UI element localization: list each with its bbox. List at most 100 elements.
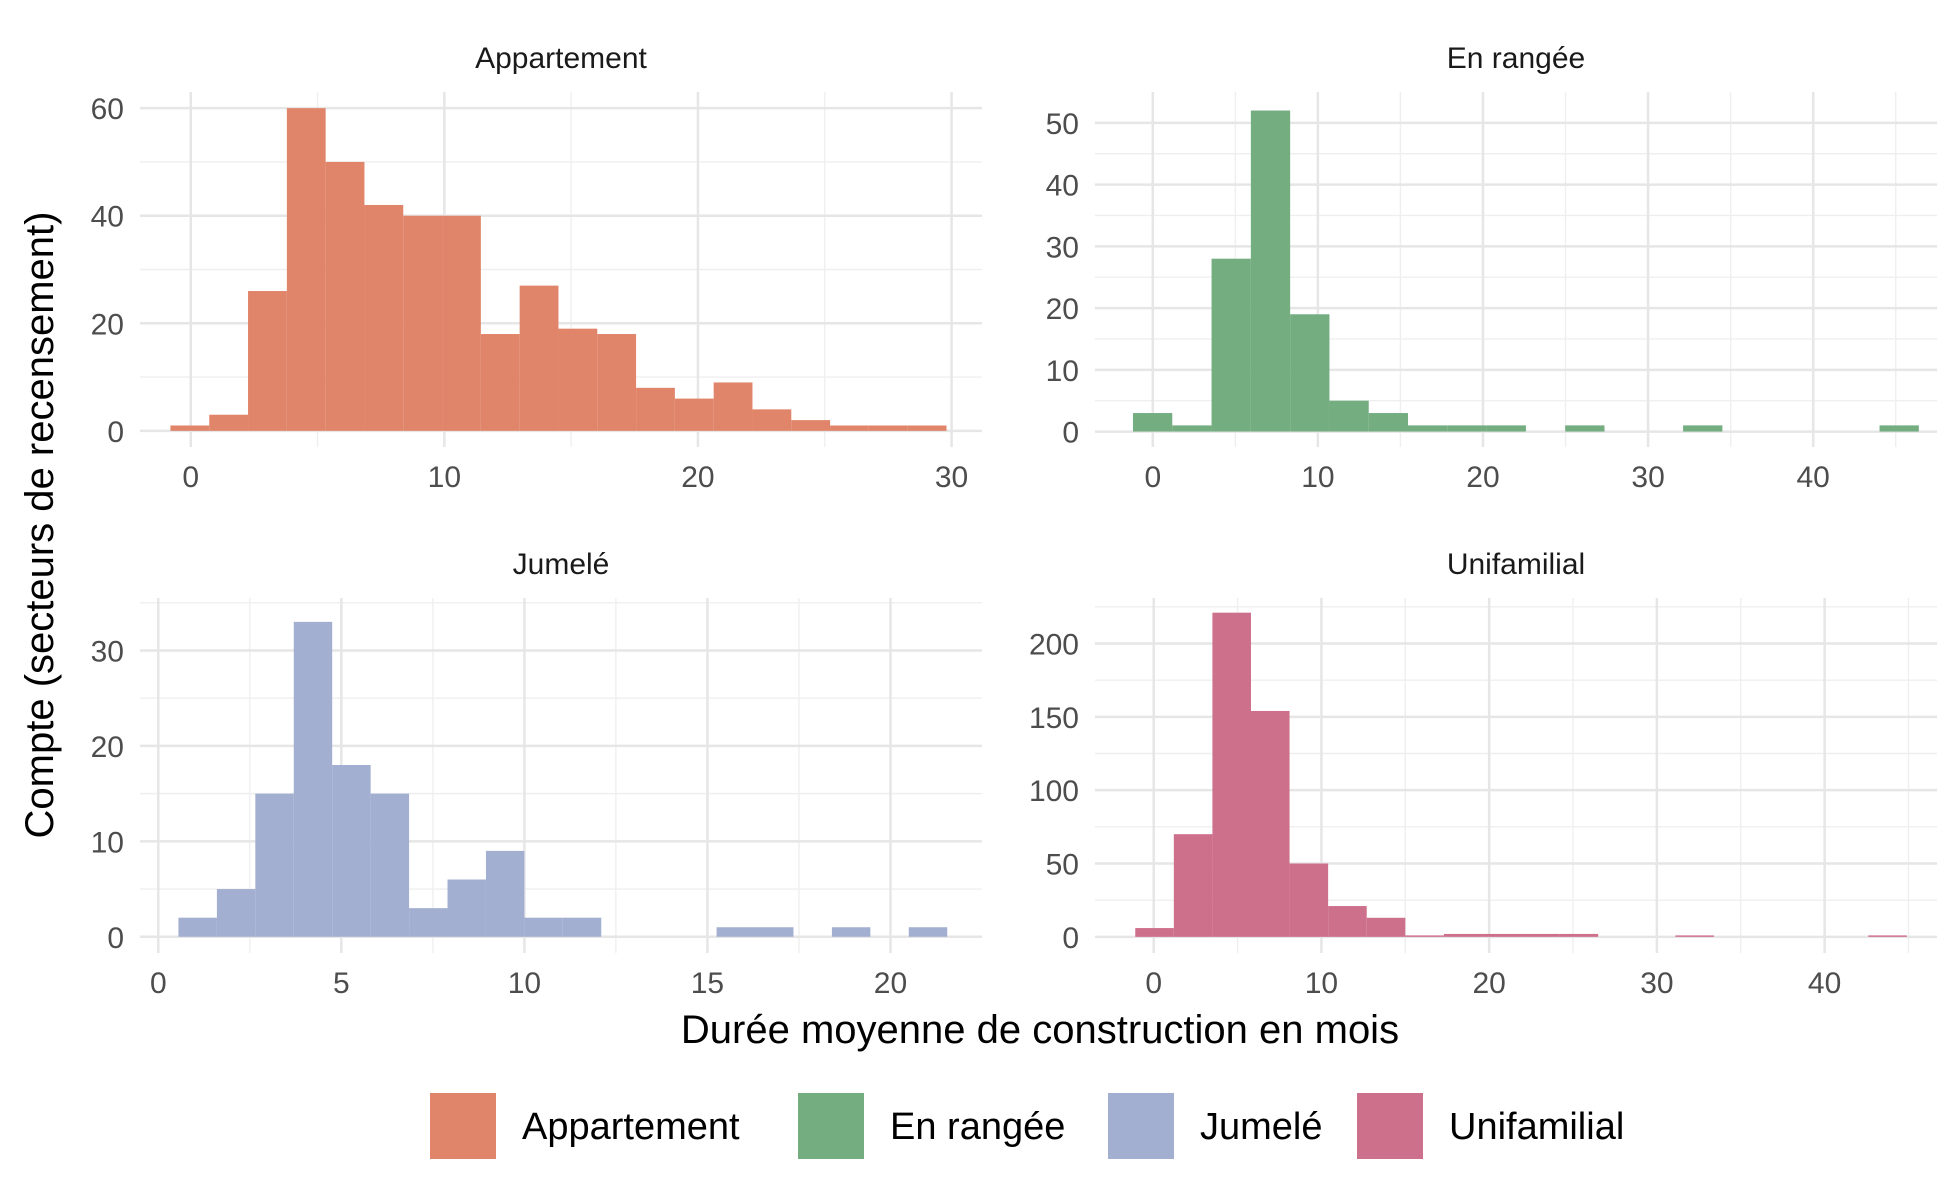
histogram-bar xyxy=(170,425,210,431)
histogram-bar xyxy=(830,425,869,431)
legend-label: Unifamilial xyxy=(1449,1106,1624,1148)
histogram-bar xyxy=(1559,933,1599,937)
y-tick-label: 0 xyxy=(1062,922,1079,955)
x-tick-label: 20 xyxy=(1472,967,1505,1000)
panel-1: 0 10 20 30 40 0 10 20 30 40 50 En rangée xyxy=(1046,42,1937,494)
x-tick-label: 20 xyxy=(681,461,714,494)
histogram-bar xyxy=(1879,425,1919,432)
histogram-bar xyxy=(1172,425,1212,432)
histogram-bar xyxy=(1675,935,1714,937)
x-tick-label: 30 xyxy=(1640,967,1673,1000)
legend-label: En rangée xyxy=(890,1106,1065,1148)
histogram-bar xyxy=(364,204,404,431)
x-tick-label: 20 xyxy=(1466,461,1499,494)
histogram-bar xyxy=(403,215,443,431)
facet-title: Appartement xyxy=(475,42,647,75)
x-tick-label: 0 xyxy=(150,967,167,1000)
histogram-bar xyxy=(409,908,448,937)
histogram-bar xyxy=(1211,258,1251,432)
x-tick-label: 30 xyxy=(1631,461,1664,494)
histogram-bar xyxy=(248,291,287,431)
histogram-bar xyxy=(447,879,486,937)
x-tick-label: 40 xyxy=(1796,461,1829,494)
y-tick-label: 150 xyxy=(1029,702,1079,735)
histogram-bar xyxy=(1328,906,1367,937)
panel-0: 0 10 20 30 0 20 40 60 Appartement xyxy=(91,42,982,494)
histogram-bar xyxy=(442,215,481,431)
y-tick-label: 20 xyxy=(91,308,124,341)
y-tick-label: 200 xyxy=(1029,628,1079,661)
x-tick-label: 10 xyxy=(1305,967,1338,1000)
y-tick-label: 20 xyxy=(1046,293,1079,326)
histogram-bar xyxy=(1408,425,1448,432)
x-tick-label: 5 xyxy=(333,967,350,1000)
panel-3: 0 10 20 30 40 0 50 100 150 200 Unifamilial xyxy=(1029,548,1937,1000)
y-tick-label: 20 xyxy=(91,731,124,764)
legend: Appartement En rangée Jumelé Unifamilial xyxy=(430,1093,1624,1159)
histogram-bar xyxy=(1482,933,1522,937)
histogram-bar xyxy=(1173,834,1213,937)
histogram-bar xyxy=(791,420,831,431)
legend-key xyxy=(798,1093,864,1159)
histogram-bar xyxy=(831,927,871,937)
panels-layer: 0 10 20 30 0 20 40 60 Appartement 0 10 20 30 40 0 10 20 3… xyxy=(91,42,1937,1000)
histogram-bar xyxy=(1683,425,1723,432)
x-tick-label: 30 xyxy=(935,461,968,494)
histogram-bar xyxy=(1868,935,1907,937)
x-tick-label: 0 xyxy=(1145,967,1162,1000)
y-tick-label: 30 xyxy=(91,635,124,668)
histogram-bar xyxy=(1329,400,1369,432)
panel-2: 0 5 10 15 20 0 10 20 30 Jumelé xyxy=(91,548,982,1000)
histogram-bar xyxy=(1486,425,1526,432)
legend-label: Appartement xyxy=(522,1106,740,1148)
histogram-bar xyxy=(480,334,520,431)
legend-item: Unifamilial xyxy=(1357,1093,1624,1159)
histogram-bar xyxy=(1447,425,1487,432)
facet-title: Jumelé xyxy=(513,548,610,581)
y-tick-label: 40 xyxy=(91,201,124,234)
histogram-bar xyxy=(370,793,410,937)
histogram-bar xyxy=(1565,425,1605,432)
histogram-bar xyxy=(716,927,756,937)
facet-title: Unifamilial xyxy=(1447,548,1585,581)
legend-item: Appartement xyxy=(430,1093,740,1159)
y-axis-title: Compte (secteurs de recensement) xyxy=(18,212,62,839)
histogram-bar xyxy=(755,927,794,937)
histogram-bar xyxy=(1250,110,1291,432)
y-tick-label: 40 xyxy=(1046,170,1079,203)
histogram-bar xyxy=(1290,314,1330,432)
histogram-bar xyxy=(558,328,598,431)
histogram-bar xyxy=(1366,917,1406,937)
histogram-bar xyxy=(325,161,365,431)
histogram-bar xyxy=(293,621,333,937)
y-tick-label: 10 xyxy=(1046,355,1079,388)
histogram-bar xyxy=(1368,413,1409,432)
y-tick-label: 30 xyxy=(1046,231,1079,264)
y-tick-label: 0 xyxy=(107,416,124,449)
histogram-bar xyxy=(216,889,256,937)
histogram-bar xyxy=(209,414,249,431)
x-axis-title: Durée moyenne de construction en mois xyxy=(681,1008,1399,1052)
x-tick-label: 0 xyxy=(1144,461,1161,494)
legend-item: Jumelé xyxy=(1108,1093,1323,1159)
facet-title: En rangée xyxy=(1447,42,1585,75)
histogram-bar xyxy=(1405,935,1444,937)
x-tick-label: 20 xyxy=(874,967,907,1000)
histogram-bar xyxy=(908,927,948,937)
x-tick-label: 0 xyxy=(182,461,199,494)
legend-item: En rangée xyxy=(798,1093,1065,1159)
y-tick-label: 100 xyxy=(1029,775,1079,808)
histogram-bar xyxy=(286,108,326,431)
histogram-bar xyxy=(255,793,294,937)
y-tick-label: 0 xyxy=(1062,417,1079,450)
histogram-bar xyxy=(178,917,217,937)
histogram-bar xyxy=(1132,413,1173,432)
y-tick-label: 50 xyxy=(1046,849,1079,882)
x-tick-label: 10 xyxy=(428,461,461,494)
x-tick-label: 10 xyxy=(508,967,541,1000)
x-tick-label: 10 xyxy=(1301,461,1334,494)
histogram-bar xyxy=(1212,612,1251,937)
histogram-bar xyxy=(597,334,637,431)
histogram-bar xyxy=(332,765,371,937)
